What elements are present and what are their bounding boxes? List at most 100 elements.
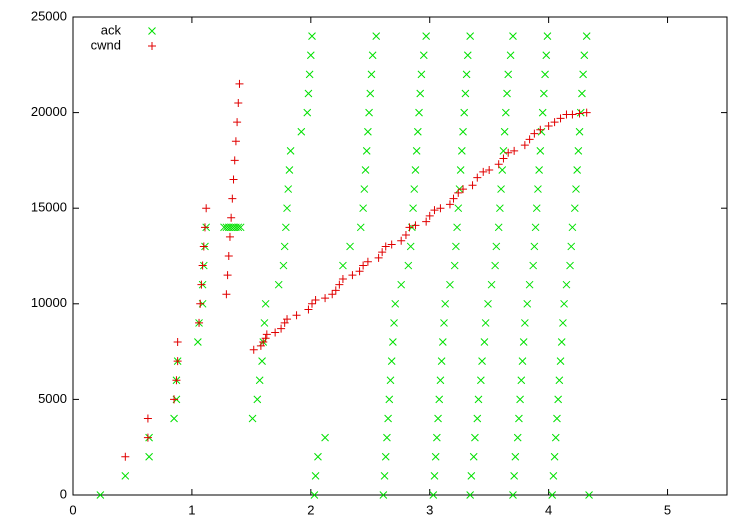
point <box>469 452 478 461</box>
point <box>449 194 458 203</box>
point <box>548 491 557 499</box>
point <box>338 274 347 283</box>
point <box>271 328 280 337</box>
point <box>200 223 209 232</box>
point <box>348 271 357 280</box>
point <box>281 223 290 232</box>
point <box>389 338 397 346</box>
point <box>481 319 490 327</box>
point <box>198 261 207 270</box>
y-tick-label: 15000 <box>31 200 67 215</box>
legend-marker <box>148 27 156 35</box>
point <box>572 185 580 193</box>
point <box>479 167 488 176</box>
point <box>170 414 178 423</box>
point <box>454 204 463 213</box>
point <box>573 166 582 174</box>
point <box>466 32 475 40</box>
point <box>453 223 461 232</box>
point <box>279 261 288 270</box>
point <box>550 118 559 127</box>
point <box>196 299 205 308</box>
point <box>173 357 182 366</box>
point <box>364 127 372 136</box>
point <box>194 338 202 346</box>
point <box>405 223 414 232</box>
point <box>359 204 367 213</box>
point <box>498 166 507 174</box>
point <box>525 280 534 289</box>
point <box>321 433 329 442</box>
point <box>582 32 591 40</box>
point <box>491 261 499 270</box>
point <box>578 89 586 98</box>
point <box>525 135 534 144</box>
point <box>255 376 264 385</box>
point <box>516 395 524 404</box>
point <box>331 286 340 295</box>
point <box>411 221 420 230</box>
point <box>292 311 301 320</box>
point <box>234 99 243 108</box>
point <box>509 32 517 40</box>
point <box>311 295 320 304</box>
point <box>499 154 508 163</box>
point <box>274 280 283 289</box>
point <box>249 345 258 354</box>
x-tick-label: 4 <box>545 502 552 517</box>
point <box>568 110 577 119</box>
y-tick-label: 25000 <box>31 8 67 23</box>
point <box>297 127 306 136</box>
point <box>530 242 539 251</box>
point <box>456 166 465 174</box>
point <box>551 433 560 442</box>
point <box>360 185 369 193</box>
point <box>380 472 389 480</box>
point <box>538 108 547 117</box>
point <box>510 146 519 155</box>
point <box>540 89 548 98</box>
point <box>484 299 492 308</box>
point <box>531 223 540 232</box>
point <box>435 395 444 404</box>
point <box>386 376 395 385</box>
point <box>477 376 485 385</box>
point <box>231 137 240 146</box>
point <box>425 211 434 220</box>
point <box>467 472 476 480</box>
point <box>441 299 450 308</box>
point <box>461 89 470 98</box>
point <box>262 330 271 339</box>
point <box>361 166 370 174</box>
point <box>260 319 269 327</box>
point <box>365 108 373 117</box>
point <box>496 204 504 213</box>
point <box>397 280 406 289</box>
point <box>303 108 312 117</box>
point <box>355 267 364 276</box>
point <box>143 414 152 423</box>
point <box>304 305 313 314</box>
point <box>515 414 523 423</box>
point <box>520 141 529 150</box>
point <box>362 146 371 155</box>
point <box>223 271 232 280</box>
point <box>550 452 559 461</box>
point <box>582 108 591 117</box>
point <box>308 299 317 308</box>
point <box>519 338 528 346</box>
point <box>409 204 417 213</box>
point <box>506 51 515 60</box>
point <box>446 280 454 289</box>
y-tick-label: 20000 <box>31 104 67 119</box>
point <box>227 213 236 222</box>
point <box>284 185 293 193</box>
point <box>172 376 181 385</box>
point <box>542 51 551 60</box>
point <box>532 204 541 213</box>
point <box>536 146 545 155</box>
legend-label: ack <box>101 22 122 37</box>
point <box>310 491 319 499</box>
